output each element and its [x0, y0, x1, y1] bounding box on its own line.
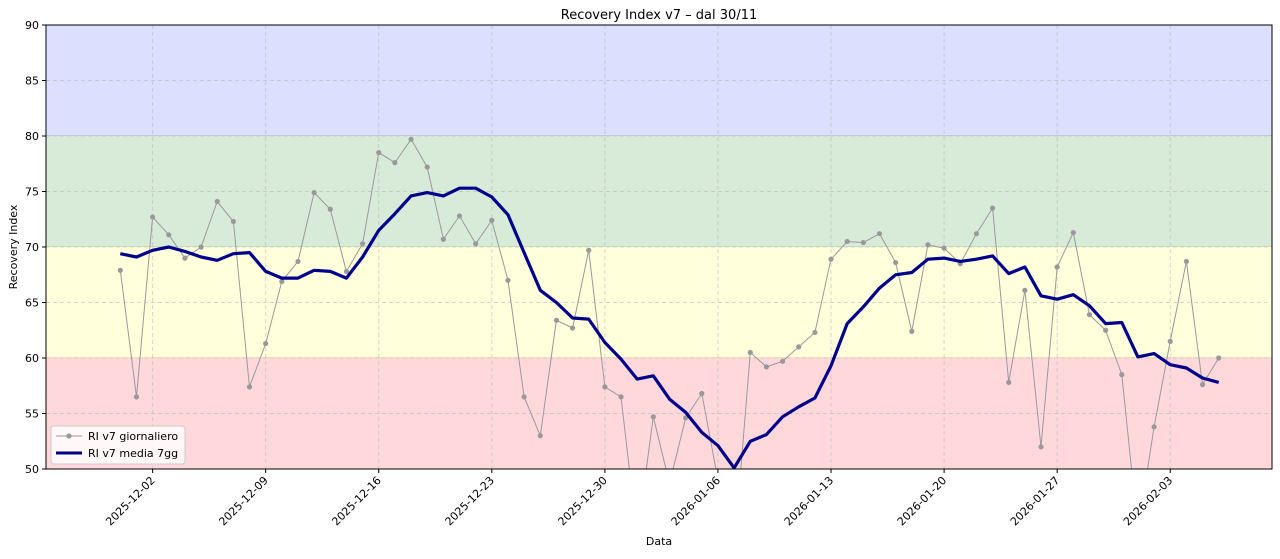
daily-point: [456, 213, 463, 219]
daily-point: [618, 394, 624, 400]
daily-point: [569, 325, 576, 331]
daily-point: [1086, 312, 1093, 318]
daily-point: [521, 394, 527, 400]
daily-point: [150, 214, 156, 220]
daily-point: [311, 190, 317, 196]
daily-point: [732, 550, 737, 555]
y-tick-label: 60: [25, 352, 39, 365]
y-tick-label: 80: [25, 130, 39, 143]
x-tick-label: 2026-01-13: [782, 474, 836, 528]
y-tick-label: 65: [25, 297, 39, 310]
daily-point: [1070, 229, 1076, 236]
daily-point: [860, 239, 866, 246]
daily-point: [876, 231, 883, 237]
x-tick-label: 2026-01-20: [895, 474, 949, 528]
daily-point: [1119, 372, 1125, 378]
daily-point: [1038, 444, 1044, 450]
daily-series-line: [119, 138, 1220, 469]
daily-point: [1022, 287, 1028, 293]
daily-point: [1199, 382, 1206, 388]
x-tick-label: 2025-12-16: [329, 474, 383, 528]
daily-point: [1054, 264, 1060, 270]
daily-point: [683, 415, 689, 421]
y-tick-label: 55: [25, 408, 39, 421]
daily-point: [214, 198, 220, 205]
daily-point: [279, 278, 285, 285]
x-tick-label: 2025-12-23: [443, 474, 497, 528]
daily-point: [392, 160, 398, 166]
daily-point: [779, 358, 786, 364]
daily-point: [650, 414, 656, 420]
daily-point: [117, 267, 123, 273]
daily-point: [505, 277, 511, 283]
daily-point: [537, 433, 543, 439]
daily-point: [796, 344, 802, 350]
daily-point: [473, 241, 479, 247]
daily-point: [133, 394, 140, 400]
daily-point: [246, 384, 253, 390]
daily-point: [198, 244, 204, 250]
x-tick-label: 2025-12-02: [103, 474, 157, 528]
legend: RI v7 giornaliero RI v7 media 7gg: [50, 425, 186, 465]
y-axis-label: Recovery Index: [7, 204, 20, 289]
daily-point: [1135, 529, 1140, 534]
daily-point: [263, 340, 269, 347]
daily-point: [359, 241, 366, 247]
legend-marker-daily: [66, 433, 72, 439]
daily-point: [230, 218, 236, 225]
legend-label-daily: RI v7 giornaliero: [88, 430, 178, 443]
daily-point: [553, 317, 560, 323]
x-axis-label: Data: [646, 535, 672, 548]
x-tick-label: 2026-01-06: [669, 474, 723, 528]
daily-point: [586, 247, 592, 253]
daily-point: [763, 364, 770, 370]
daily-point: [973, 231, 980, 237]
daily-point: [1151, 424, 1157, 430]
y-tick-label: 50: [25, 463, 39, 476]
x-tick-label: 2026-01-27: [1008, 474, 1062, 528]
daily-point: [166, 232, 172, 238]
daily-point: [440, 236, 446, 242]
x-tick-label: 2025-12-30: [556, 474, 610, 528]
daily-point: [635, 534, 640, 539]
daily-point: [182, 255, 188, 261]
daily-point: [424, 164, 430, 170]
y-tick-label: 70: [25, 241, 39, 254]
daily-point: [1103, 327, 1109, 333]
daily-point: [489, 217, 495, 223]
daily-point: [941, 245, 947, 251]
y-tick-label: 90: [25, 19, 39, 32]
daily-point: [1006, 379, 1012, 386]
daily-point: [667, 481, 672, 486]
y-tick-label: 75: [25, 186, 39, 199]
daily-point: [828, 256, 834, 262]
daily-point: [747, 349, 753, 356]
chart-title: Recovery Index v7 – dal 30/11: [561, 8, 758, 23]
daily-point: [699, 390, 705, 397]
daily-point: [602, 384, 608, 390]
x-tick-label: 2026-02-03: [1121, 474, 1175, 528]
x-tick-label: 2025-12-09: [216, 474, 270, 528]
daily-point: [376, 150, 382, 156]
daily-point: [989, 205, 996, 211]
daily-point: [1183, 258, 1189, 265]
daily-point: [844, 238, 850, 245]
daily-point: [343, 268, 350, 275]
daily-point: [925, 242, 931, 248]
daily-point: [408, 136, 414, 142]
ma7-series-line: [119, 186, 1220, 469]
daily-point: [295, 258, 301, 265]
daily-point: [812, 329, 818, 336]
daily-point: [1216, 355, 1222, 361]
daily-point: [327, 206, 333, 212]
legend-label-ma7: RI v7 media 7gg: [88, 447, 178, 460]
daily-point: [893, 259, 899, 266]
daily-point: [1167, 338, 1173, 344]
daily-point: [909, 328, 915, 334]
y-tick-label: 85: [25, 75, 39, 88]
